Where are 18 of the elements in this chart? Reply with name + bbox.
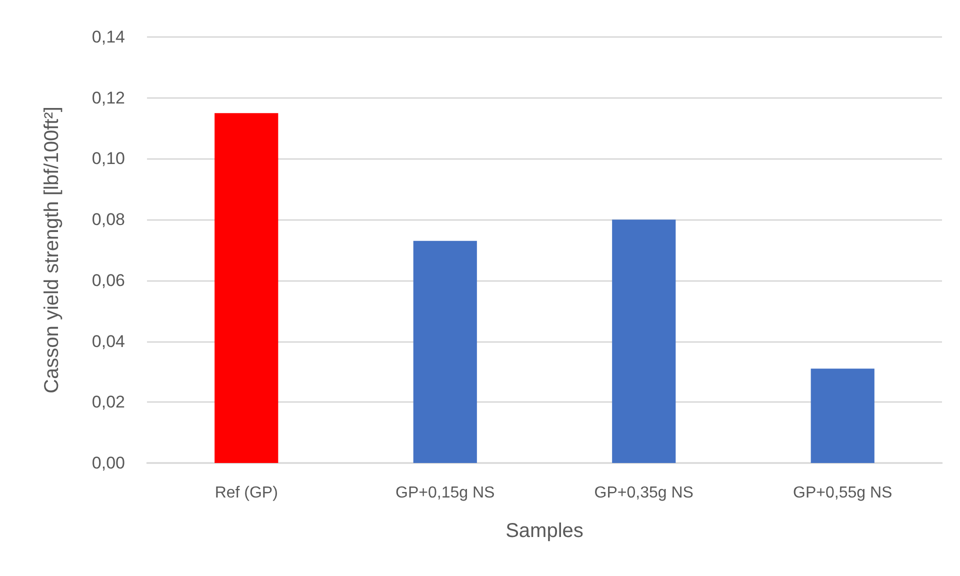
y-tick-label: 0,14 <box>92 28 125 46</box>
bar <box>612 220 676 463</box>
y-tick-label: 0,08 <box>92 210 125 230</box>
y-tick-label: 0,00 <box>92 454 125 472</box>
y-tick-label: 0,06 <box>92 270 125 290</box>
y-tick-label: 0,04 <box>92 332 125 351</box>
y-tick-label: 0,10 <box>92 149 125 168</box>
y-axis-title: Casson yield strength [lbf/100ft²] <box>41 106 63 394</box>
bar <box>214 113 278 463</box>
y-tick-label: 0,12 <box>92 88 125 108</box>
bar <box>413 240 477 463</box>
x-tick-label: GP+0,35g NS <box>594 484 694 502</box>
x-axis-title: Samples <box>506 520 584 542</box>
x-tick-label: Ref (GP) <box>214 484 278 502</box>
x-tick-label: GP+0,55g NS <box>793 484 892 502</box>
x-tick-label: GP+0,15g NS <box>396 484 495 502</box>
bar <box>810 368 874 463</box>
y-tick-label: 0,02 <box>92 392 125 412</box>
